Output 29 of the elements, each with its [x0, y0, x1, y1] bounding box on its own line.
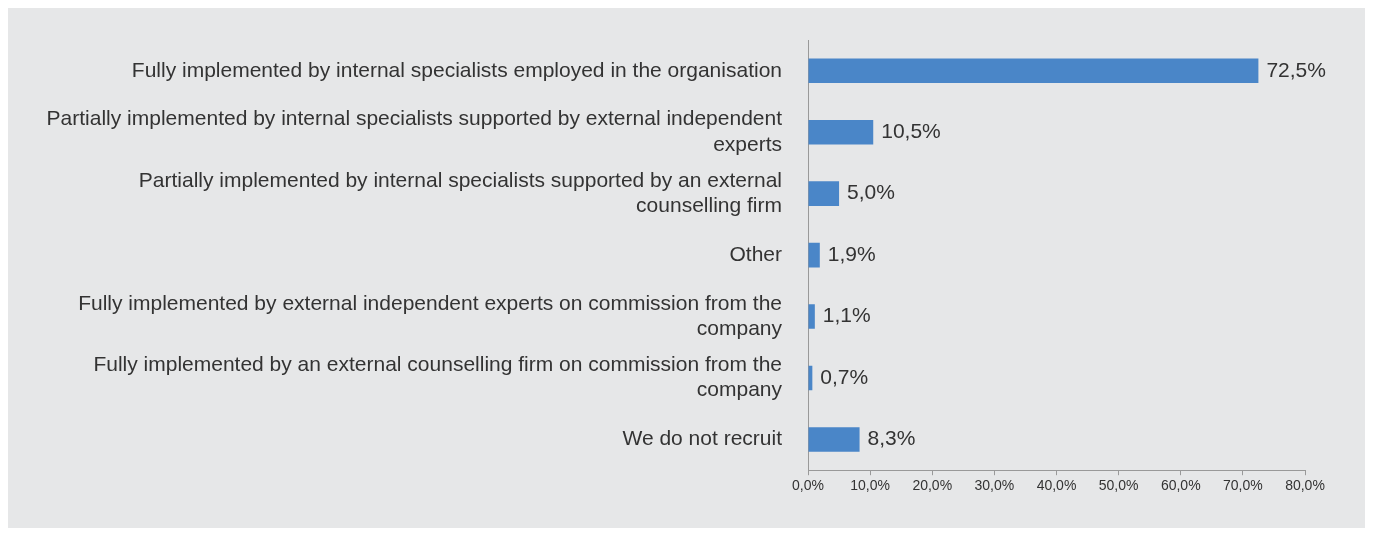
data-label: 10,5%	[881, 118, 941, 142]
data-label: 1,9%	[827, 241, 876, 265]
y-tick-label: We do not recruit	[622, 426, 783, 450]
x-tick-label: 80,0%	[1285, 477, 1325, 494]
data-label: 5,0%	[847, 180, 895, 204]
bar	[808, 58, 1259, 84]
x-tick-label: 60,0%	[1160, 477, 1201, 494]
bar	[808, 427, 860, 452]
data-label: 72,5%	[1266, 57, 1326, 81]
y-tick-label: Fully implemented by external independent experts on commission from the company	[78, 290, 783, 339]
bar	[808, 119, 874, 145]
y-tick-label: Other	[729, 241, 782, 265]
x-tick-label: 50,0%	[1098, 477, 1139, 494]
x-tick-label: 20,0%	[912, 477, 953, 494]
y-tick-label: Fully implemented by internal specialists employed in the organisation	[131, 57, 782, 81]
x-tick-label: 40,0%	[1036, 477, 1077, 494]
data-label: 8,3%	[867, 426, 916, 450]
y-tick-label: Fully implemented by an external counselling firm on commission from the company	[93, 352, 783, 401]
y-tick-label: Partially implemented by internal specialists supported by external independent experts	[46, 106, 783, 155]
bar	[808, 304, 815, 329]
x-tick-label: 30,0%	[974, 477, 1015, 494]
data-label: 1,1%	[822, 303, 871, 327]
bar	[808, 181, 840, 206]
data-label: 0,7%	[820, 364, 869, 388]
y-tick-label: Partially implemented by internal specialists supported by an external counselling firm	[138, 167, 782, 217]
x-tick-label: 70,0%	[1223, 477, 1263, 494]
x-tick-label: 10,0%	[850, 477, 890, 494]
bar	[808, 242, 820, 268]
x-tick-label: 0,0%	[792, 477, 824, 494]
